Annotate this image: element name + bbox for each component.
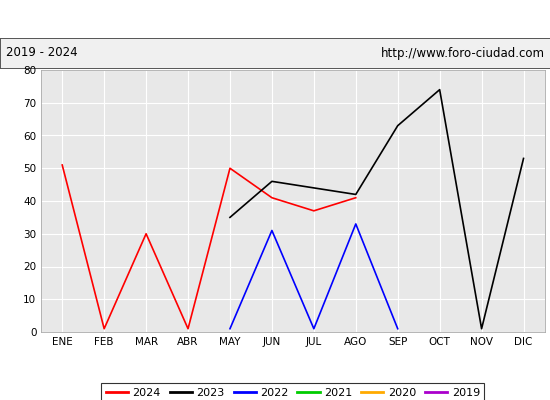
Text: 2019 - 2024: 2019 - 2024 xyxy=(6,46,77,60)
Text: Evolucion Nº Turistas Extranjeros en el municipio de Cortelazor: Evolucion Nº Turistas Extranjeros en el … xyxy=(65,12,485,26)
Legend: 2024, 2023, 2022, 2021, 2020, 2019: 2024, 2023, 2022, 2021, 2020, 2019 xyxy=(101,384,485,400)
Text: http://www.foro-ciudad.com: http://www.foro-ciudad.com xyxy=(381,46,544,60)
